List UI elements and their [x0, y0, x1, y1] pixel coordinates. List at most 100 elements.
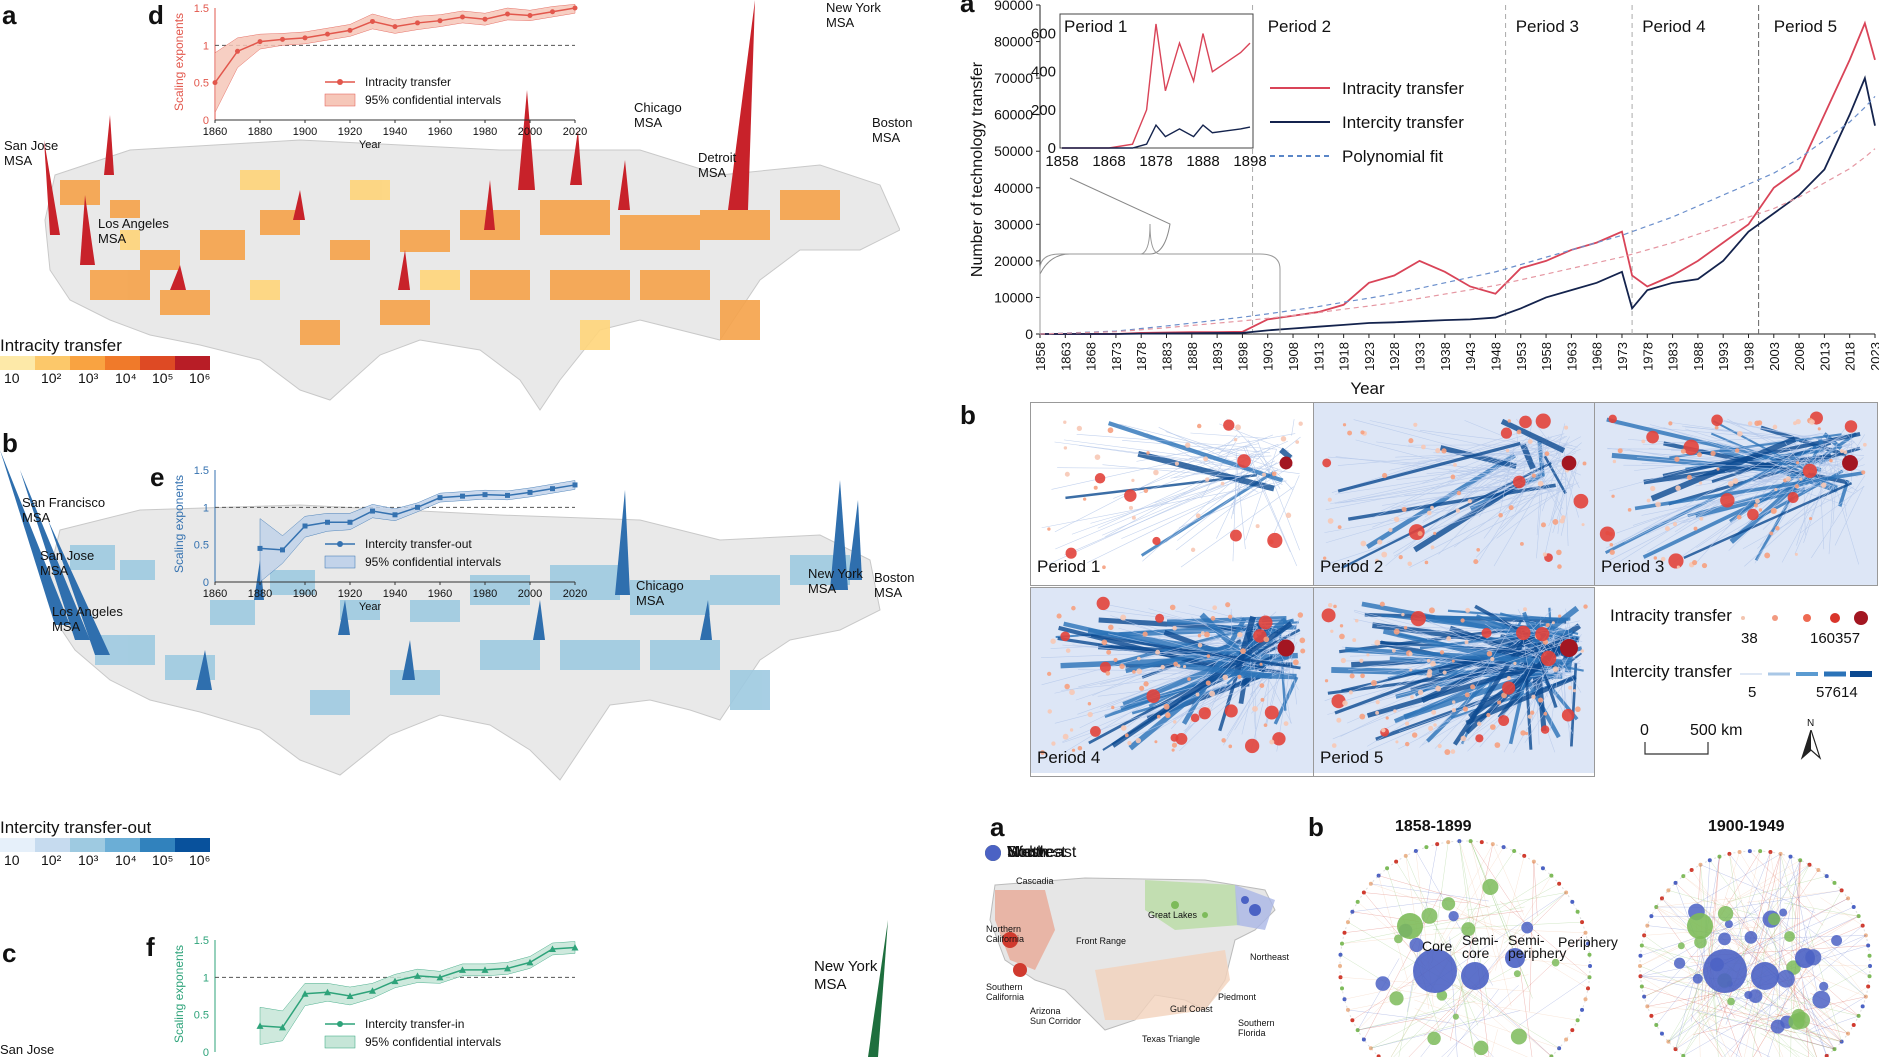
- y-tick-label: 0.5: [194, 540, 209, 552]
- legend-band-swatch: [324, 93, 356, 107]
- network-node: [1693, 526, 1698, 531]
- periphery-node: [1587, 975, 1592, 980]
- x-tick-label: 1880: [248, 126, 272, 138]
- y-tick-label: 30000: [994, 216, 1033, 232]
- legend-swatch: [70, 356, 105, 370]
- network-node: [1237, 674, 1242, 679]
- network-node: [1408, 524, 1425, 541]
- semi-node: [1448, 910, 1459, 922]
- zoom-brace: [1039, 177, 1171, 334]
- network-node: [1699, 516, 1704, 521]
- network-node: [1498, 715, 1510, 727]
- network-edge: [1641, 986, 1796, 1034]
- network-edge: [1470, 841, 1512, 1007]
- data-point: [370, 18, 375, 24]
- network-node: [1540, 522, 1546, 528]
- semi-node: [1784, 931, 1795, 942]
- semi-node: [1677, 942, 1685, 950]
- network-edge: [1684, 428, 1814, 470]
- network-node: [1237, 631, 1243, 638]
- network-edge: [1118, 627, 1259, 666]
- network-node: [1404, 741, 1410, 747]
- network-edge: [1780, 853, 1816, 911]
- data-point: [527, 489, 533, 495]
- network-node: [1785, 476, 1791, 482]
- network-edge: [1643, 464, 1865, 530]
- network-node: [1535, 626, 1550, 642]
- network-edge: [1459, 974, 1476, 1057]
- network-node: [1225, 602, 1231, 608]
- network-node: [1542, 552, 1547, 557]
- network-edge: [1642, 434, 1828, 446]
- network-edge: [1642, 474, 1815, 559]
- map-b-legend-title: Intercity transfer-out: [0, 818, 152, 837]
- network-node: [1263, 723, 1268, 727]
- legend-marker: [337, 79, 343, 85]
- x-tick-label: 1898: [1235, 342, 1250, 371]
- semi-node: [1510, 1028, 1527, 1045]
- network-node: [1087, 711, 1093, 718]
- network-node: [1417, 531, 1423, 537]
- data-point: [550, 486, 555, 492]
- panel-label-b-left: b: [2, 428, 18, 458]
- network-edge: [1753, 956, 1814, 1057]
- x-axis-label: Year: [359, 139, 382, 151]
- network-node: [1627, 508, 1632, 512]
- semi-node: [1779, 908, 1788, 917]
- network-edge: [1736, 851, 1771, 940]
- network-node: [1223, 419, 1235, 431]
- network-edge: [1372, 459, 1529, 528]
- network-edge: [1752, 965, 1871, 1031]
- series-line-2: [1040, 75, 1876, 335]
- network-edge: [1800, 485, 1865, 534]
- inset-y-tick-label: 600: [1031, 26, 1056, 43]
- network-edge: [1611, 440, 1800, 548]
- network-edge: [1413, 617, 1556, 664]
- network-edge: [1076, 433, 1277, 450]
- legend-swatch: [175, 838, 210, 852]
- x-tick-label: 1903: [1261, 342, 1276, 371]
- x-tick-label: 1983: [1666, 342, 1681, 371]
- data-point: [504, 964, 511, 972]
- region-label-great-lakes: Great Lakes: [1148, 910, 1198, 920]
- network-edge: [1656, 897, 1735, 908]
- network-edge: [1717, 420, 1828, 442]
- network-node: [1331, 694, 1346, 709]
- x-tick-label: 1900: [293, 126, 317, 138]
- network-edge: [1698, 864, 1701, 901]
- network-edge: [1624, 434, 1846, 543]
- network-edge: [1385, 442, 1532, 567]
- network-edge: [1754, 475, 1810, 564]
- network-edge: [1347, 483, 1556, 521]
- data-point: [369, 987, 376, 994]
- x-tick-label: 2003: [1767, 342, 1782, 371]
- network-node: [1163, 703, 1170, 710]
- network-node: [1171, 748, 1175, 752]
- y-tick-label: 1: [203, 972, 209, 984]
- network-edge: [1420, 948, 1506, 1057]
- network-node: [1720, 493, 1735, 508]
- legend-band-label: 95% confidential intervals: [365, 555, 501, 569]
- network-edge: [1189, 454, 1262, 459]
- network-node: [1519, 415, 1532, 429]
- network-node: [1375, 710, 1380, 715]
- network-edge: [1471, 442, 1528, 470]
- network-node: [1169, 604, 1176, 611]
- legend-tick-label: 10⁶: [189, 370, 211, 386]
- network-edge: [1754, 433, 1846, 484]
- network-edge: [1075, 646, 1233, 701]
- network-edge: [1822, 457, 1850, 484]
- network-edge: [1688, 451, 1825, 523]
- data-point: [391, 977, 399, 985]
- network-node: [1481, 627, 1492, 639]
- network-node: [1200, 631, 1205, 635]
- map-b-shape: [0, 450, 881, 781]
- network-node: [1475, 734, 1484, 743]
- network-node: [1426, 658, 1431, 663]
- data-point: [415, 504, 420, 510]
- x-tick-label: 1920: [338, 588, 362, 600]
- network-node: [1582, 461, 1587, 466]
- network-edge: [1353, 611, 1562, 677]
- periphery-node: [1778, 851, 1783, 856]
- network-edge: [1757, 457, 1864, 549]
